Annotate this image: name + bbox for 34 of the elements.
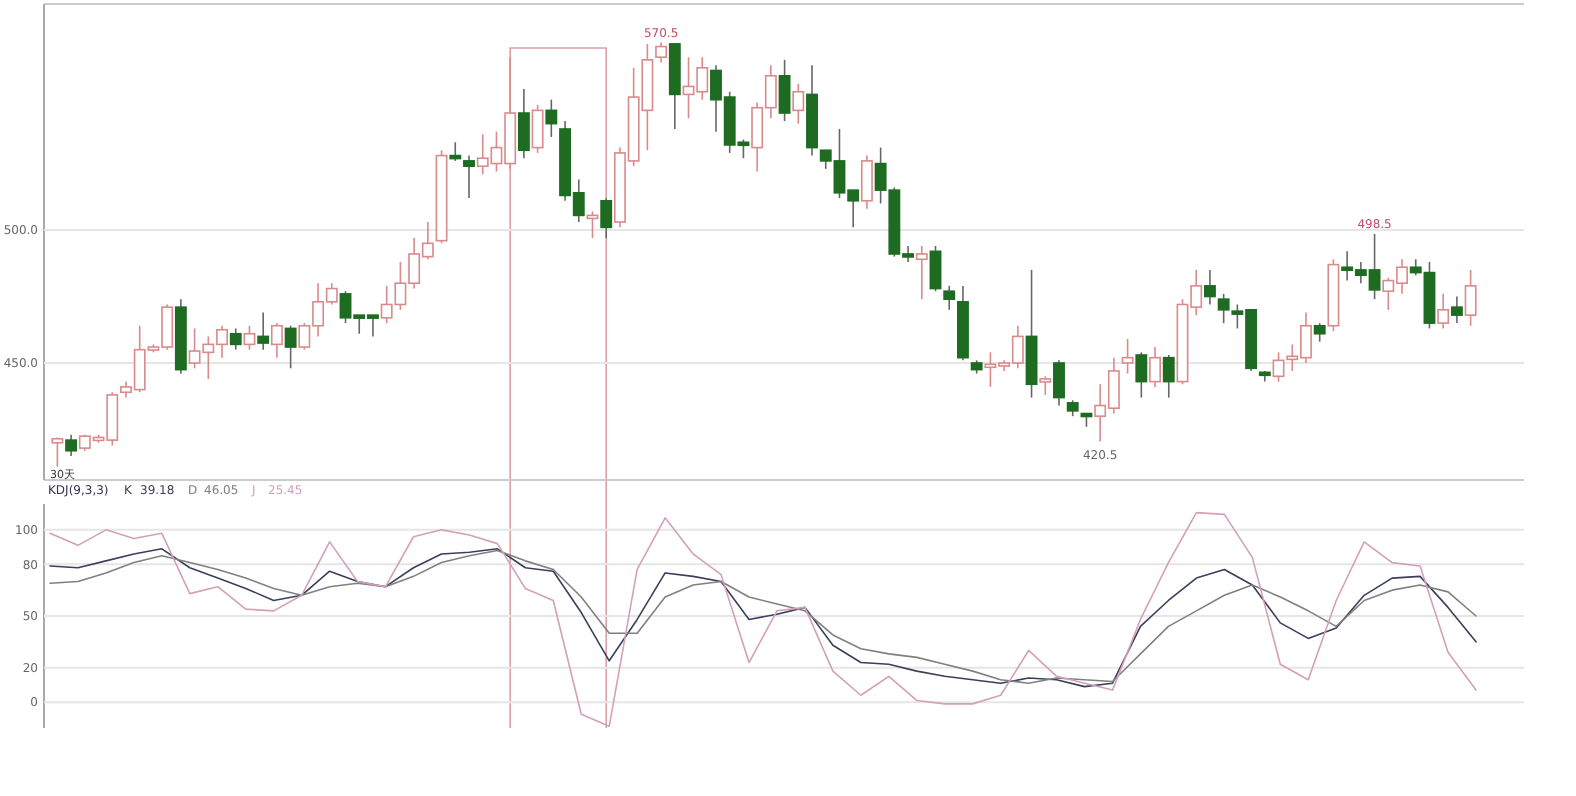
candlestick xyxy=(257,311,270,351)
candlestick xyxy=(1053,359,1065,407)
candlestick xyxy=(1039,375,1052,396)
candlestick xyxy=(1135,351,1148,399)
candlestick xyxy=(51,436,64,468)
candlestick xyxy=(243,324,256,351)
candlestick xyxy=(1162,354,1175,399)
candlestick xyxy=(449,141,462,162)
candlestick xyxy=(270,322,283,359)
candlestick xyxy=(1450,295,1463,324)
candlestick xyxy=(1437,293,1450,330)
candlestick xyxy=(517,88,530,160)
line-series xyxy=(49,511,1477,728)
candlestick xyxy=(929,245,942,292)
candlestick xyxy=(531,104,544,154)
candlestick xyxy=(284,324,297,370)
candlestick xyxy=(1464,269,1477,327)
candlestick xyxy=(778,59,791,122)
candlestick xyxy=(463,154,475,199)
candlestick xyxy=(229,327,242,351)
candlestick xyxy=(1203,269,1216,306)
candlestick xyxy=(943,285,956,311)
candlestick xyxy=(915,245,928,300)
candlestick xyxy=(1272,351,1285,383)
candlestick xyxy=(1121,338,1134,375)
candlestick xyxy=(1149,346,1161,388)
candlestick xyxy=(600,197,613,239)
candlestick xyxy=(860,154,873,210)
candlestick xyxy=(792,82,805,125)
candlestick xyxy=(1313,322,1326,343)
candlestick xyxy=(545,98,558,138)
candlestick xyxy=(1025,269,1038,399)
candlestick xyxy=(65,433,78,457)
candlestick xyxy=(655,41,668,64)
